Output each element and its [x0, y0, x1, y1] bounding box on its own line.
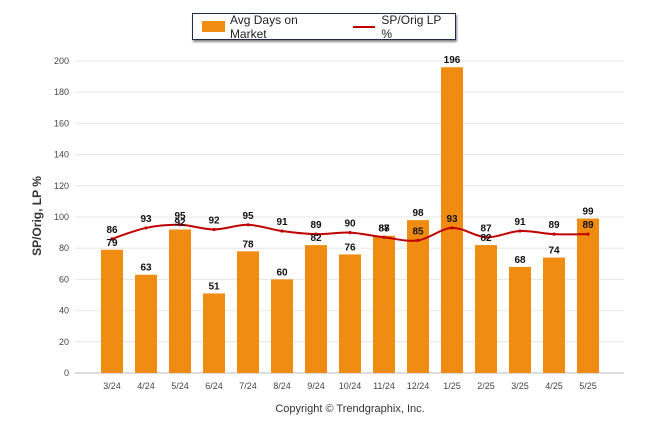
line-data-label: 95 — [242, 211, 254, 222]
line-point — [348, 231, 352, 235]
y-axis-title: SP/Orig, LP % — [30, 176, 44, 256]
line-data-label: 91 — [276, 217, 288, 228]
x-tick-label: 1/25 — [443, 381, 461, 391]
line-point — [246, 223, 250, 227]
x-tick-label: 12/24 — [407, 381, 430, 391]
y-tick-label: 160 — [54, 118, 69, 128]
line-data-label: 89 — [310, 220, 322, 231]
x-tick-label: 8/24 — [273, 381, 291, 391]
x-tick-label: 6/24 — [205, 381, 223, 391]
bar-data-label: 74 — [548, 246, 560, 257]
bar — [203, 293, 225, 373]
copyright-text: Copyright © Trendgraphix, Inc. — [275, 403, 425, 415]
x-tick-label: 5/24 — [171, 381, 189, 391]
bar — [305, 245, 327, 373]
line-data-label: 95 — [174, 211, 186, 222]
bar-data-label: 82 — [310, 233, 322, 244]
line-data-label: 92 — [208, 215, 220, 226]
line-data-label: 93 — [446, 214, 458, 225]
bar — [475, 245, 497, 373]
bar — [577, 218, 599, 373]
x-tick-label: 11/24 — [373, 381, 395, 391]
bar — [407, 220, 429, 373]
legend-item-splp: SP/Orig LP % — [337, 13, 455, 41]
x-tick-label: 10/24 — [339, 381, 362, 391]
line-point — [518, 229, 522, 233]
y-tick-label: 200 — [54, 56, 69, 66]
y-tick-label: 140 — [54, 150, 69, 160]
y-tick-label: 60 — [59, 274, 69, 284]
bar-data-label: 98 — [412, 208, 424, 219]
line-data-label: 90 — [344, 219, 356, 230]
x-tick-label: 2/25 — [477, 381, 495, 391]
line-point — [416, 238, 420, 242]
line-data-label: 89 — [548, 220, 560, 231]
bar-data-label: 76 — [344, 242, 356, 253]
bar-data-label: 82 — [480, 233, 492, 244]
line-point — [212, 227, 216, 232]
line-data-label: 87 — [378, 223, 390, 234]
line-point — [280, 229, 284, 233]
bar — [135, 274, 157, 373]
line-data-label: 85 — [412, 226, 424, 237]
bar-data-label: 51 — [208, 281, 220, 292]
legend-label-days: Avg Days on Market — [229, 12, 298, 41]
line-data-label: 91 — [514, 217, 526, 228]
line-point — [110, 237, 114, 241]
bar — [339, 254, 361, 373]
bar-data-label: 63 — [140, 263, 152, 274]
line-point — [484, 235, 488, 239]
bar — [373, 235, 395, 373]
bar-data-label: 79 — [106, 238, 118, 249]
chart-legend: Avg Days on Market SP/Orig LP % — [192, 13, 456, 41]
y-tick-label: 40 — [59, 306, 69, 316]
legend-label-splp: SP/Orig LP % — [381, 12, 442, 41]
bar-data-label: 78 — [242, 239, 254, 250]
legend-item-days: Avg Days on Market — [193, 13, 337, 41]
x-tick-label: 9/24 — [307, 381, 325, 391]
bar-data-label: 68 — [514, 255, 526, 266]
line-data-label: 87 — [480, 223, 492, 234]
bar-data-label: 60 — [276, 267, 288, 278]
line-point — [382, 235, 386, 239]
line-data-label: 89 — [582, 220, 594, 231]
x-tick-label: 4/25 — [545, 381, 563, 391]
legend-swatch-line — [353, 25, 376, 28]
y-tick-label: 80 — [59, 243, 69, 253]
x-tick-label: 7/24 — [239, 381, 257, 391]
x-tick-label: 5/25 — [579, 381, 597, 391]
bar — [543, 257, 565, 373]
line-point — [314, 232, 318, 236]
line-point — [552, 232, 556, 236]
y-tick-label: 20 — [59, 337, 69, 347]
bar — [441, 67, 463, 374]
y-tick-label: 120 — [54, 181, 69, 191]
x-tick-label: 4/24 — [137, 381, 155, 391]
bar-data-label: 92 — [174, 217, 186, 228]
y-tick-label: 100 — [54, 212, 69, 222]
line-data-label: 93 — [140, 214, 152, 225]
bar — [169, 229, 191, 373]
bar — [101, 249, 123, 373]
bar-data-label: 196 — [444, 55, 461, 66]
y-tick-label: 0 — [64, 368, 69, 378]
line-point — [144, 226, 148, 230]
line-point — [178, 223, 182, 227]
line-data-label: 86 — [106, 225, 118, 236]
bar-data-label: 99 — [582, 207, 594, 218]
legend-swatch-bar — [202, 21, 225, 32]
bar — [237, 251, 259, 373]
line-point — [450, 226, 454, 230]
line-point — [586, 232, 590, 236]
bar — [271, 279, 293, 373]
bar — [509, 266, 531, 373]
y-tick-label: 180 — [54, 87, 69, 97]
x-tick-label: 3/24 — [103, 381, 121, 391]
x-tick-label: 3/25 — [511, 381, 529, 391]
bar-data-label: 88 — [378, 224, 390, 235]
